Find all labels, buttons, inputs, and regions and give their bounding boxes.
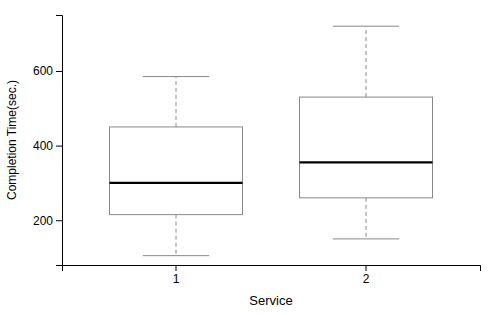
y-axis: 200 400 600 [33, 16, 63, 266]
y-tick-mark [56, 71, 62, 72]
whisker-low [176, 215, 177, 256]
x-tick-mark [176, 265, 177, 271]
x-tick-label: 1 [173, 272, 180, 286]
whisker-high [366, 26, 367, 97]
x-axis-line [63, 266, 481, 272]
median [110, 182, 243, 184]
x-tick: 2 [363, 265, 370, 286]
cap-low [143, 255, 210, 256]
box-group [300, 26, 433, 239]
box-group [110, 77, 243, 256]
y-tick-label: 400 [33, 139, 53, 153]
box [110, 127, 243, 215]
whisker-high [176, 77, 177, 127]
chart: 12200400600ServiceCompletion Time(sec.) [0, 0, 500, 315]
y-tick: 400 [33, 139, 62, 153]
y-tick: 600 [33, 64, 62, 78]
plot: 12200400600 [33, 16, 481, 286]
x-axis-title: Service [249, 293, 292, 308]
boxes [110, 26, 433, 255]
y-tick: 200 [33, 214, 62, 228]
cap-high [143, 76, 210, 77]
y-tick-label: 200 [33, 214, 53, 228]
x-axis: 12 [63, 265, 481, 286]
cap-low [333, 238, 400, 239]
y-axis-line [56, 16, 63, 266]
y-axis-title: Completion Time(sec.) [5, 80, 19, 200]
y-tick-mark [56, 220, 62, 221]
y-tick-label: 600 [33, 64, 53, 78]
y-tick-mark [56, 146, 62, 147]
cap-high [333, 26, 400, 27]
whisker-low [366, 198, 367, 239]
box [300, 97, 433, 198]
x-tick: 1 [173, 265, 180, 286]
median [300, 161, 433, 163]
x-tick-mark [366, 265, 367, 271]
x-tick-label: 2 [363, 272, 370, 286]
